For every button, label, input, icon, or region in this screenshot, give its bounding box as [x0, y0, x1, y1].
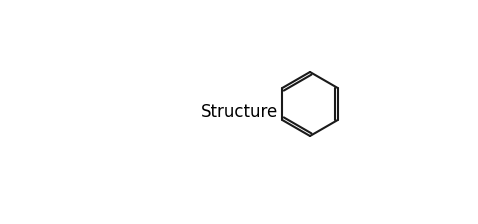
Text: Structure: Structure: [200, 103, 278, 121]
